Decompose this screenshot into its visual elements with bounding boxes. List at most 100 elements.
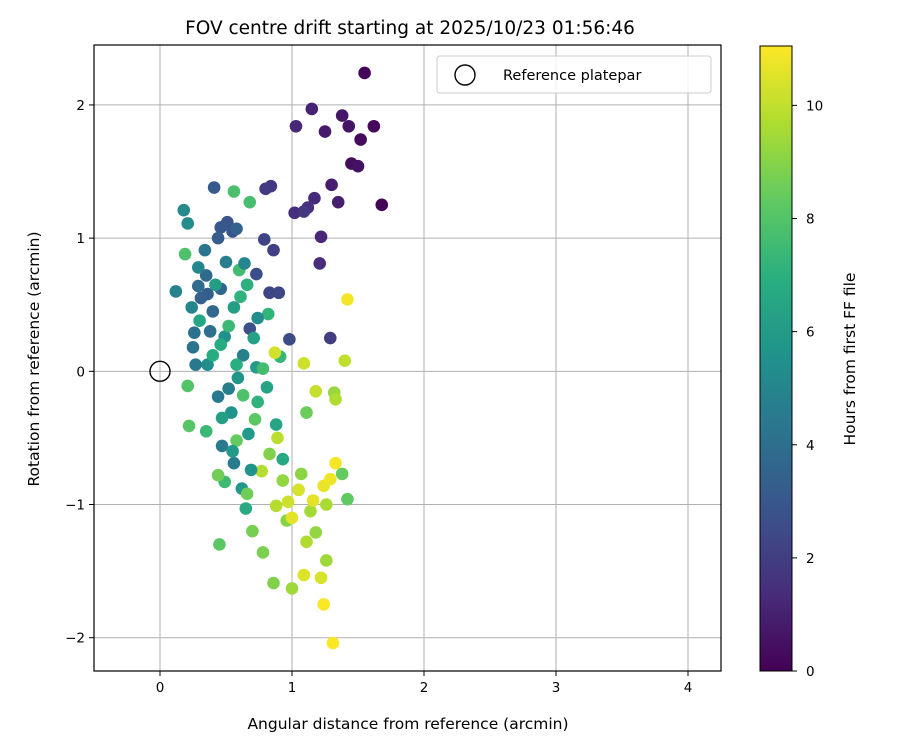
data-point	[211, 390, 225, 403]
data-point	[215, 439, 229, 453]
data-point	[313, 257, 327, 270]
colorbar-tick-label: 6	[806, 325, 815, 341]
data-point	[351, 159, 365, 173]
data-point	[358, 66, 371, 80]
x-tick-label: 1	[288, 680, 297, 696]
y-tick-label: 0	[76, 364, 85, 380]
data-point	[306, 494, 320, 507]
x-tick-label: 4	[684, 680, 693, 696]
data-point	[227, 185, 241, 198]
data-point	[317, 598, 330, 611]
data-point	[326, 636, 340, 650]
data-point	[182, 419, 196, 433]
data-point	[263, 286, 276, 300]
y-tick-label: 2	[76, 98, 85, 114]
data-point	[191, 261, 205, 274]
data-point	[226, 444, 239, 458]
data-point	[320, 554, 333, 567]
y-tick-label: −2	[65, 631, 85, 647]
data-point	[247, 331, 261, 345]
data-point	[236, 349, 250, 362]
data-point	[244, 463, 258, 477]
data-point	[251, 311, 264, 325]
data-point	[189, 358, 202, 371]
colorbar: 0 2 4 6 8 10 Hours from first FF file	[759, 45, 859, 680]
data-point	[300, 406, 313, 419]
data-point	[261, 307, 275, 321]
data-point	[276, 474, 290, 487]
data-point	[271, 431, 284, 445]
data-point	[320, 498, 333, 511]
chart-title: FOV centre drift starting at 2025/10/23 …	[185, 18, 635, 39]
data-point	[256, 362, 270, 375]
colorbar-tick-label: 4	[806, 438, 815, 454]
data-point	[224, 406, 238, 419]
data-point	[297, 568, 311, 582]
data-point	[222, 382, 235, 395]
y-tick-label: 1	[76, 231, 85, 247]
data-point	[263, 447, 276, 461]
plot-frame	[93, 44, 722, 672]
reference-point-marker	[149, 360, 171, 383]
data-point	[181, 379, 195, 393]
data-point	[251, 395, 264, 409]
x-axis-label: Angular distance from reference (arcmin)	[247, 715, 568, 733]
data-point	[206, 305, 220, 318]
data-point	[325, 178, 338, 192]
data-point	[257, 233, 271, 246]
data-point	[304, 504, 317, 518]
colorbar-ticks: 0 2 4 6 8 10	[792, 98, 823, 680]
data-point	[323, 472, 337, 486]
data-point	[269, 418, 283, 431]
data-point	[314, 571, 328, 585]
data-point	[239, 502, 253, 515]
data-point	[283, 333, 296, 346]
data-point	[341, 492, 354, 506]
data-point	[250, 267, 263, 281]
data-point	[177, 203, 191, 217]
data-point	[186, 341, 200, 354]
data-point	[209, 278, 222, 292]
data-point	[297, 205, 311, 218]
data-point	[194, 291, 208, 305]
data-point	[181, 217, 195, 230]
data-point	[341, 293, 354, 306]
data-point	[215, 411, 229, 425]
data-point	[354, 133, 367, 146]
colorbar-tick-label: 0	[806, 664, 815, 680]
data-points	[169, 66, 389, 650]
data-point	[329, 392, 342, 406]
data-point	[272, 286, 286, 300]
data-point	[285, 511, 299, 525]
data-point	[259, 182, 272, 196]
x-tick-label: 0	[156, 680, 165, 696]
data-point	[288, 206, 301, 220]
data-point	[214, 221, 228, 234]
data-point	[219, 255, 233, 269]
data-point	[178, 247, 192, 261]
data-point	[238, 257, 251, 270]
data-point	[201, 358, 214, 371]
data-point	[207, 181, 221, 194]
x-tick-label: 2	[420, 680, 429, 696]
data-point	[323, 331, 337, 345]
data-point	[309, 384, 323, 398]
data-point	[230, 222, 243, 236]
data-point	[285, 582, 299, 595]
data-point	[222, 319, 235, 333]
data-point	[309, 526, 323, 539]
data-point	[318, 125, 332, 138]
data-point	[198, 243, 212, 257]
data-point	[305, 102, 319, 116]
data-point	[231, 371, 245, 385]
data-point	[281, 495, 295, 509]
data-point	[240, 278, 254, 292]
data-point	[331, 195, 345, 209]
grid-lines	[94, 45, 721, 671]
legend-entry-label: Reference platepar	[503, 68, 641, 84]
data-point	[191, 279, 205, 293]
data-point	[230, 434, 243, 447]
data-point	[227, 456, 241, 470]
data-point	[255, 464, 268, 478]
data-point	[269, 499, 283, 513]
